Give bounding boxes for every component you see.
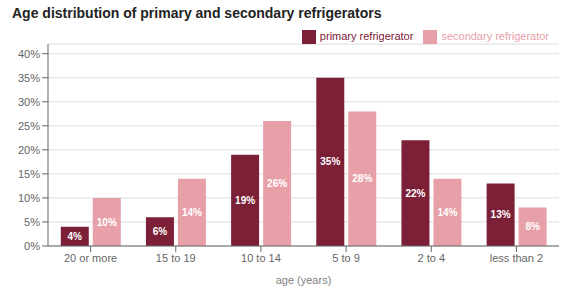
svg-text:35%: 35% — [320, 156, 340, 167]
svg-text:19%: 19% — [235, 195, 255, 206]
svg-text:28%: 28% — [352, 173, 372, 184]
svg-text:5%: 5% — [24, 216, 40, 228]
svg-text:25%: 25% — [18, 120, 40, 132]
svg-text:15%: 15% — [18, 168, 40, 180]
svg-text:4%: 4% — [68, 231, 83, 242]
svg-text:15 to 19: 15 to 19 — [156, 252, 196, 264]
svg-text:20 or more: 20 or more — [64, 252, 117, 264]
svg-text:0%: 0% — [24, 240, 40, 252]
svg-text:age (years): age (years) — [276, 274, 332, 286]
svg-text:35%: 35% — [18, 72, 40, 84]
svg-text:8%: 8% — [525, 221, 540, 232]
svg-text:5 to 9: 5 to 9 — [332, 252, 360, 264]
svg-text:14%: 14% — [437, 207, 457, 218]
svg-text:10%: 10% — [18, 192, 40, 204]
svg-text:22%: 22% — [405, 188, 425, 199]
svg-text:30%: 30% — [18, 96, 40, 108]
svg-text:less than 2: less than 2 — [490, 252, 543, 264]
svg-text:10 to 14: 10 to 14 — [241, 252, 281, 264]
svg-text:10%: 10% — [97, 217, 117, 228]
html-text:Age distribution of primary an: Age distribution of primary and secondar… — [12, 5, 382, 21]
svg-text:20%: 20% — [18, 144, 40, 156]
svg-text:14%: 14% — [182, 207, 202, 218]
svg-text:2 to 4: 2 to 4 — [417, 252, 445, 264]
html-text:primary refrigerator: primary refrigerator — [319, 30, 414, 42]
html-text:secondary refrigerator: secondary refrigerator — [441, 30, 549, 42]
svg-text:6%: 6% — [153, 226, 168, 237]
svg-text:26%: 26% — [267, 178, 287, 189]
svg-text:13%: 13% — [491, 209, 511, 220]
svg-text:40%: 40% — [18, 48, 40, 60]
